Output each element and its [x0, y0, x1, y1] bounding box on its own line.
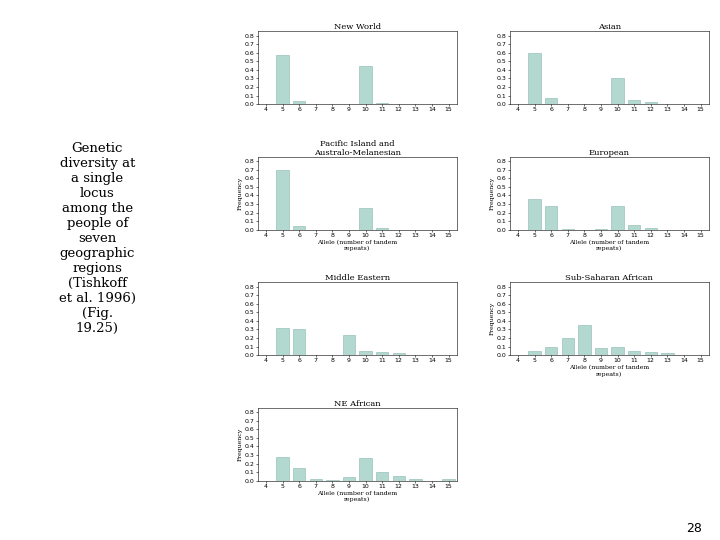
X-axis label: Allele (number of tandem
repeats): Allele (number of tandem repeats) [318, 491, 397, 502]
Y-axis label: Frequency: Frequency [238, 177, 243, 210]
Title: Asian: Asian [598, 23, 621, 31]
Bar [661, 354, 674, 355]
Title: Pacific Island and
Australo-Melanesian: Pacific Island and Australo-Melanesian [314, 139, 401, 157]
Y-axis label: Frequency: Frequency [238, 428, 243, 461]
Bar [276, 457, 289, 481]
Bar [545, 347, 557, 355]
Bar [562, 338, 574, 355]
Text: Copyright© 2004 Pearson Prentice Hall, Inc.: Copyright© 2004 Pearson Prentice Hall, I… [554, 282, 665, 288]
Text: Copyright© 2004 Pearson Prentice Hall, Inc.: Copyright© 2004 Pearson Prentice Hall, I… [302, 282, 413, 288]
Bar [545, 98, 557, 104]
Bar [628, 100, 640, 104]
Y-axis label: Frequency: Frequency [490, 177, 495, 210]
Bar [611, 78, 624, 104]
X-axis label: Allele (number of tandem
repeats): Allele (number of tandem repeats) [318, 240, 397, 251]
Bar [611, 347, 624, 355]
Title: European: European [589, 148, 630, 157]
Bar [359, 66, 372, 104]
Bar [376, 352, 388, 355]
Bar [628, 225, 640, 229]
Bar [376, 103, 388, 104]
Bar [595, 348, 607, 355]
Bar [392, 476, 405, 481]
Bar [392, 353, 405, 355]
X-axis label: Allele (number of tandem
repeats): Allele (number of tandem repeats) [570, 240, 649, 251]
Y-axis label: Frequency: Frequency [490, 302, 495, 335]
Bar [293, 468, 305, 481]
Text: 28: 28 [686, 522, 702, 535]
Bar [276, 328, 289, 355]
Title: NE African: NE African [334, 400, 381, 408]
Bar [376, 472, 388, 481]
Bar [359, 208, 372, 230]
Bar [310, 479, 322, 481]
Bar [343, 477, 355, 481]
Bar [293, 329, 305, 355]
Bar [343, 335, 355, 355]
Bar [644, 103, 657, 104]
Bar [359, 458, 372, 481]
Bar [644, 352, 657, 355]
Bar [409, 479, 422, 481]
Bar [528, 199, 541, 230]
Title: Middle Eastern: Middle Eastern [325, 274, 390, 282]
Bar [359, 351, 372, 355]
Bar [528, 53, 541, 104]
Title: Sub-Saharan African: Sub-Saharan African [565, 274, 653, 282]
Bar [293, 100, 305, 104]
Bar [528, 351, 541, 355]
Bar [442, 479, 455, 481]
Bar [545, 206, 557, 230]
Bar [326, 480, 338, 481]
Bar [628, 351, 640, 355]
Bar [376, 228, 388, 230]
Bar [611, 206, 624, 230]
Bar [276, 55, 289, 104]
Text: Genetic
diversity at
a single
locus
among the
people of
seven
geographic
regions: Genetic diversity at a single locus amon… [59, 141, 135, 335]
Bar [293, 226, 305, 230]
X-axis label: Allele (number of tandem
repeats): Allele (number of tandem repeats) [570, 366, 649, 377]
Bar [578, 325, 590, 355]
Bar [276, 170, 289, 230]
Title: New World: New World [334, 23, 381, 31]
Bar [644, 228, 657, 230]
